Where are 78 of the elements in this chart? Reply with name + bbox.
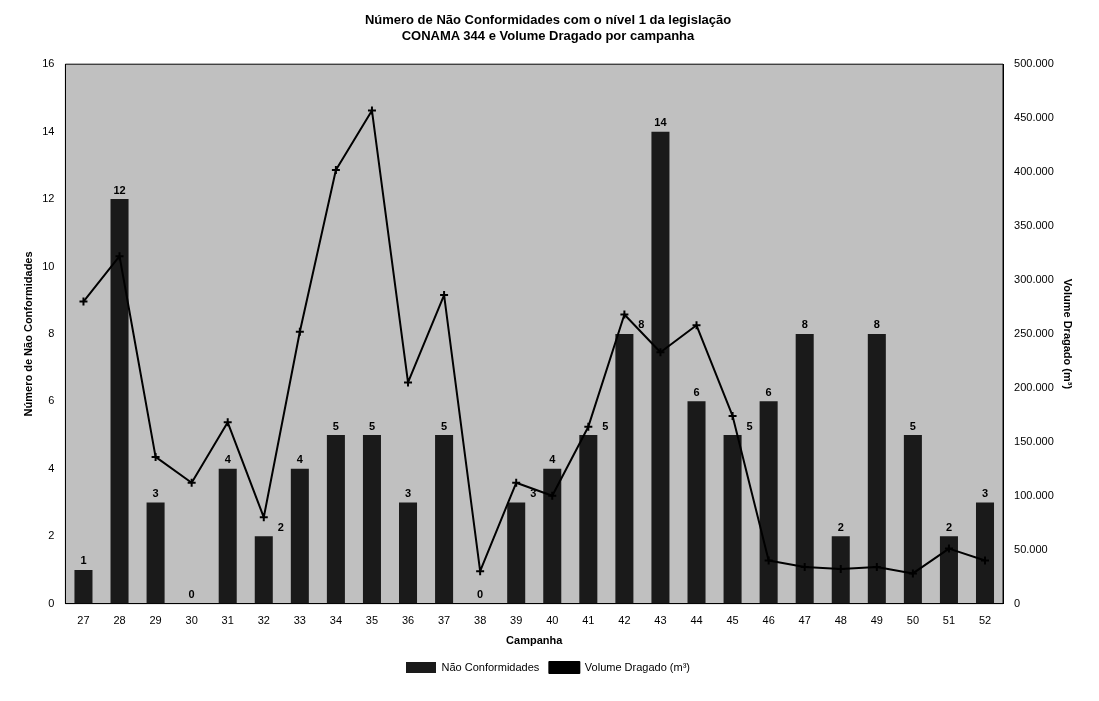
y2-tick-label: 350.000 [1014, 219, 1054, 232]
data-label: 0 [477, 588, 484, 601]
x-tick-label: 32 [257, 614, 270, 627]
data-label: 5 [602, 419, 609, 432]
x-tick-label: 38 [474, 614, 487, 627]
text: Número de Não Conformidades com o nível 1 da legislação [364, 12, 732, 28]
x-tick-label: 29 [149, 614, 162, 627]
y-tick-label: 12 [42, 192, 55, 205]
x-tick-label: 50 [906, 614, 920, 627]
x-tick-label: 31 [221, 614, 234, 627]
data-label: 4 [224, 453, 232, 466]
x-tick-label: 33 [293, 614, 306, 627]
x-axis-title: Campanha [506, 634, 564, 647]
x-tick-label: 49 [870, 614, 883, 627]
x-tick-label: 51 [942, 614, 956, 627]
y2-tick-label: 250.000 [1014, 326, 1054, 339]
y2-axis-title: Volume Dragado (m³) [1062, 278, 1075, 390]
x-tick-label: 44 [690, 614, 703, 627]
x-tick-label: 35 [365, 614, 379, 627]
y-tick-label: 14 [42, 124, 55, 137]
x-tick-label: 37 [437, 614, 451, 627]
data-label: 12 [113, 183, 126, 196]
x-tick-label: 41 [582, 614, 595, 627]
data-label: 14 [654, 116, 668, 129]
x-tick-label: 28 [113, 614, 126, 627]
y-tick-label: 0 [48, 596, 55, 609]
y-tick-label: 6 [48, 394, 55, 407]
y-tick-label: 8 [48, 326, 55, 339]
x-tick-label: 43 [654, 614, 667, 627]
data-label: 8 [873, 318, 880, 331]
data-label: 8 [638, 318, 645, 331]
x-tick-label: 30 [185, 614, 198, 627]
y-tick-label: 16 [42, 57, 55, 70]
x-tick-label: 46 [762, 614, 775, 627]
x-tick-label: 45 [726, 614, 739, 627]
y2-tick-label: 50.000 [1014, 542, 1048, 555]
y2-tick-label: 500.000 [1014, 57, 1054, 70]
legend-label: Não Conformidades [441, 660, 540, 673]
y-tick-label: 10 [42, 259, 55, 272]
y-axis-title: Número de Não Conformidades [21, 251, 34, 417]
x-tick-label: 39 [510, 614, 523, 627]
y2-tick-label: 150.000 [1014, 434, 1054, 447]
data-label: 5 [909, 419, 916, 432]
data-label: 0 [188, 588, 195, 601]
data-label: 4 [549, 453, 557, 466]
data-label: 5 [332, 419, 339, 432]
x-tick-label: 47 [798, 614, 811, 627]
data-label: 5 [441, 419, 448, 432]
x-tick-label: 52 [978, 614, 992, 627]
data-label: 2 [837, 520, 844, 533]
data-label: 5 [368, 419, 376, 432]
data-label: 6 [693, 385, 700, 398]
x-tick-label: 34 [329, 614, 343, 627]
data-label: 8 [801, 318, 808, 331]
y-tick-label: 4 [48, 461, 55, 474]
y2-tick-label: 300.000 [1014, 272, 1054, 285]
y2-tick-label: 200.000 [1014, 380, 1054, 393]
x-tick-label: 48 [834, 614, 847, 627]
y2-tick-label: 450.000 [1014, 111, 1054, 124]
x-tick-label: 36 [401, 614, 415, 627]
y-tick-label: 2 [48, 529, 55, 542]
x-tick-label: 40 [546, 614, 559, 627]
data-label: 2 [277, 520, 284, 533]
data-label: 1 [80, 554, 87, 567]
y2-tick-label: 400.000 [1014, 165, 1054, 178]
data-label: 3 [152, 486, 159, 499]
data-label: 2 [945, 520, 953, 533]
data-label: 3 [981, 486, 989, 499]
data-label: 6 [765, 385, 772, 398]
data-label: 3 [404, 486, 412, 499]
data-label: 4 [296, 453, 304, 466]
text: CONAMA 344 e Volume Dragado por campanha [401, 27, 695, 43]
legend-label: Volume Dragado (m³) [584, 660, 690, 673]
y2-tick-label: 100.000 [1014, 488, 1054, 501]
data-label: 5 [746, 419, 753, 432]
x-tick-label: 42 [618, 614, 631, 627]
y2-tick-label: 0 [1014, 596, 1021, 609]
x-tick-label: 27 [77, 614, 90, 627]
